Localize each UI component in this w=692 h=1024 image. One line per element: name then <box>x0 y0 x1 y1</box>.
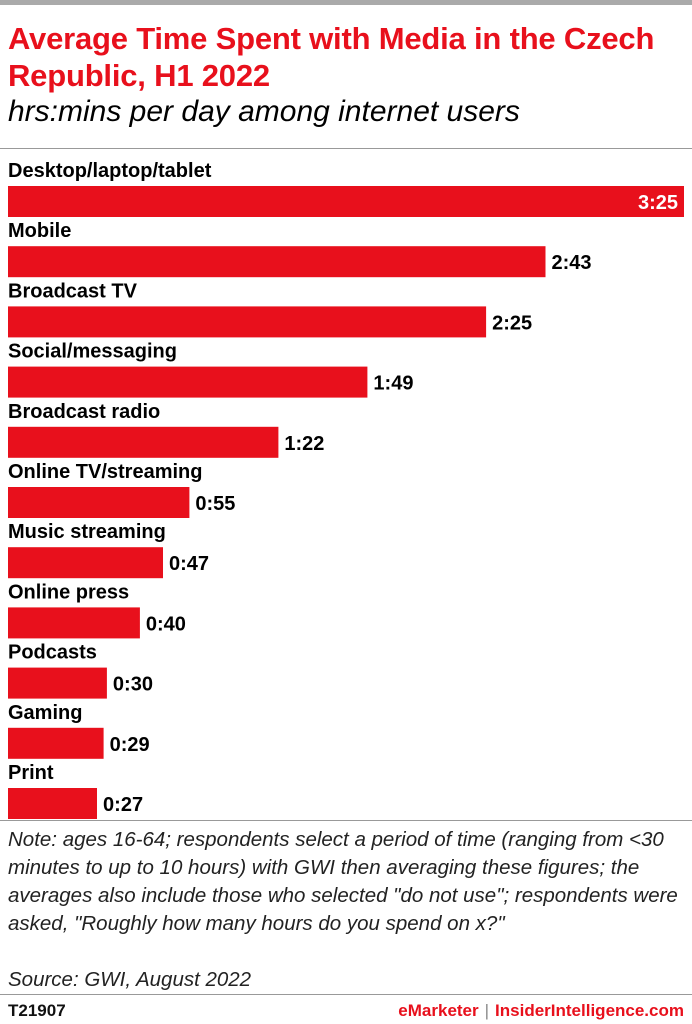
bar-chart: Desktop/laptop/tablet 3:25 Mobile 2:43 Broad… <box>8 160 684 819</box>
brand-insider-intelligence: InsiderIntelligence.com <box>495 1001 684 1020</box>
value-label: 0:55 <box>195 493 235 515</box>
bar <box>8 306 487 338</box>
category-label: Print <box>8 762 54 784</box>
value-label: 0:47 <box>169 553 209 575</box>
category-label: Podcasts <box>8 642 97 664</box>
value-label: 2:43 <box>552 252 592 274</box>
value-label: 0:30 <box>113 674 153 696</box>
brand-emarketer: eMarketer <box>398 1001 479 1020</box>
category-label: Mobile <box>8 220 71 242</box>
brand-credit: eMarketer | InsiderIntelligence.com <box>398 1001 684 1021</box>
footer-divider <box>0 820 692 821</box>
value-label: 2:25 <box>492 312 532 334</box>
value-label: 1:49 <box>373 373 413 395</box>
bar <box>8 607 140 639</box>
category-label: Online TV/streaming <box>8 461 202 483</box>
chart-note: Note: ages 16-64; respondents select a p… <box>8 828 678 935</box>
category-label: Gaming <box>8 702 82 724</box>
brand-separator: | <box>484 1001 490 1020</box>
bar <box>8 246 546 278</box>
value-label: 0:27 <box>103 794 143 816</box>
bar <box>8 727 104 759</box>
chart-title: Average Time Spent with Media in the Cze… <box>8 21 655 93</box>
bar <box>8 186 684 217</box>
value-label: 0:29 <box>110 734 150 756</box>
category-label: Broadcast radio <box>8 401 160 423</box>
value-label: 3:25 <box>638 192 678 214</box>
chart-id: T21907 <box>8 1001 66 1020</box>
category-label: Social/messaging <box>8 341 177 363</box>
category-label: Desktop/laptop/tablet <box>8 160 212 182</box>
bottom-divider <box>0 994 692 995</box>
category-label: Online press <box>8 581 129 603</box>
bar <box>8 426 279 458</box>
bar <box>8 487 190 518</box>
chart-subtitle: hrs:mins per day among internet users <box>8 95 520 128</box>
header-divider <box>0 148 692 149</box>
category-label: Music streaming <box>8 521 166 543</box>
chart-source: Source: GWI, August 2022 <box>8 968 252 991</box>
value-label: 1:22 <box>284 433 324 455</box>
bar <box>8 547 163 579</box>
category-label: Broadcast TV <box>8 280 138 302</box>
top-rule <box>0 0 692 5</box>
bar <box>8 788 97 819</box>
bar <box>8 366 368 398</box>
value-label: 0:40 <box>146 613 186 635</box>
bar <box>8 667 107 699</box>
